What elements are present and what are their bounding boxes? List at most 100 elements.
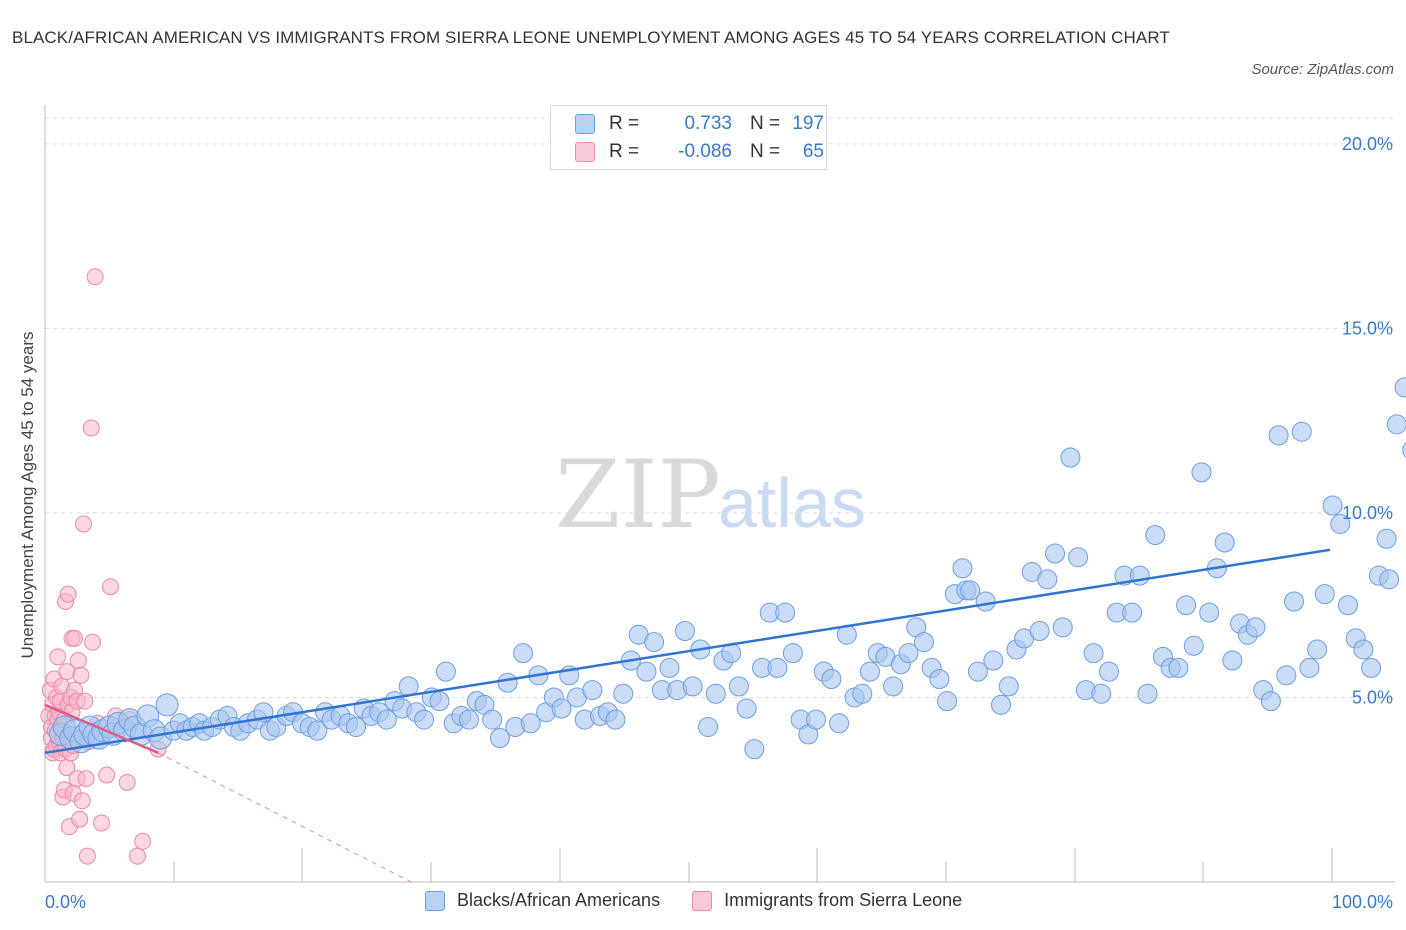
- black-african-american-point: [307, 720, 328, 741]
- black-african-american-point: [1098, 661, 1119, 682]
- black-african-american-point: [459, 709, 480, 730]
- y-tick-label: 20.0%: [1342, 134, 1393, 154]
- black-african-american-point: [435, 661, 456, 682]
- black-african-american-point: [782, 643, 803, 664]
- black-african-american-point: [998, 676, 1019, 697]
- watermark: ZIP atlas: [555, 441, 866, 550]
- black-african-american-point: [682, 676, 703, 697]
- y-axis-title: Unemployment Among Ages 45 to 54 years: [18, 332, 37, 659]
- sierra-leone-point: [102, 578, 120, 596]
- black-african-american-point: [551, 698, 572, 719]
- black-african-american-point: [1137, 683, 1158, 704]
- black-african-american-point: [659, 657, 680, 678]
- black-african-american-point: [155, 693, 179, 717]
- black-african-american-point: [952, 558, 973, 579]
- black-african-american-point: [513, 643, 534, 664]
- black-african-american-point: [775, 602, 796, 623]
- black-african-american-point: [1402, 442, 1406, 458]
- black-african-american-point: [376, 709, 397, 730]
- black-african-american-point: [674, 621, 695, 642]
- black-african-american-point: [705, 683, 726, 704]
- sierra-leone-point: [75, 515, 93, 533]
- black-african-american-point: [1045, 543, 1066, 564]
- black-african-american-point: [345, 716, 366, 737]
- series-label-sierra-leone: Immigrants from Sierra Leone: [724, 890, 963, 910]
- black-african-american-point: [898, 643, 919, 664]
- black-african-american-point: [1168, 657, 1189, 678]
- y-tick-label: 15.0%: [1342, 318, 1393, 338]
- source-label: Source: ZipAtlas.com: [1251, 61, 1394, 78]
- black-african-american-point: [482, 709, 503, 730]
- series-label-blacks: Blacks/African Americans: [457, 890, 661, 910]
- sierra-leone-point: [66, 629, 84, 647]
- legend-row-blacks: R = 0.733 N = 197: [575, 112, 824, 136]
- sierra-leone-trend-line: [44, 703, 159, 754]
- black-african-american-point: [983, 650, 1004, 671]
- legend-r-value: -0.086: [678, 141, 732, 162]
- black-african-american-point: [1199, 602, 1220, 623]
- black-african-american-point: [1245, 617, 1266, 638]
- black-african-american-point: [613, 683, 634, 704]
- black-african-american-point: [1037, 569, 1058, 590]
- black-african-american-point: [1214, 532, 1235, 553]
- black-african-american-point: [605, 709, 626, 730]
- black-african-american-point: [967, 661, 988, 682]
- black-african-american-point: [1314, 584, 1335, 605]
- y-tick-label: 10.0%: [1342, 503, 1393, 523]
- black-african-american-point: [1260, 691, 1281, 712]
- black-african-american-point: [1091, 683, 1112, 704]
- legend-swatch-pink: [575, 142, 595, 162]
- black-african-american-point: [1361, 657, 1382, 678]
- black-african-american-point: [975, 591, 996, 612]
- black-african-american-point: [1068, 547, 1089, 568]
- black-african-american-point: [991, 694, 1012, 715]
- black-african-american-point: [1386, 414, 1406, 435]
- black-african-american-point: [1337, 595, 1358, 616]
- legend-row-sierra-leone: R = -0.086 N = 65: [575, 140, 824, 164]
- sierra-leone-trend-extension: [157, 752, 412, 883]
- black-african-american-point: [1379, 569, 1400, 590]
- legend-n-value: 197: [792, 113, 824, 134]
- legend-swatch-blue: [575, 114, 595, 134]
- black-african-american-point: [728, 676, 749, 697]
- black-african-american-point: [821, 669, 842, 690]
- series-swatch-pink: [692, 890, 713, 911]
- black-african-american-point: [960, 580, 981, 601]
- axis-labels: 5.0% 10.0% 15.0% 20.0% 0.0% 100.0% Unemploymen…: [18, 134, 1393, 912]
- legend-r-label: R =: [609, 113, 640, 134]
- black-african-american-point: [414, 709, 435, 730]
- series-legend-sierra-leone: Immigrants from Sierra Leone: [692, 890, 962, 911]
- sierra-leone-point: [84, 633, 102, 651]
- chart-title: BLACK/AFRICAN AMERICAN VS IMMIGRANTS FRO…: [12, 28, 1170, 47]
- sierra-leone-point: [76, 692, 94, 710]
- black-african-american-point: [1060, 447, 1081, 468]
- black-african-american-point: [1307, 639, 1328, 660]
- sierra-leone-point: [86, 268, 104, 286]
- black-african-american-point: [859, 661, 880, 682]
- black-african-american-point: [1183, 635, 1204, 656]
- black-african-american-point: [937, 691, 958, 712]
- black-african-american-point: [1176, 595, 1197, 616]
- black-african-american-point: [636, 661, 657, 682]
- sierra-leone-point: [49, 648, 67, 666]
- series-swatch-blue: [425, 890, 445, 911]
- correlation-legend: R = 0.733 N = 197 R = -0.086 N = 65: [550, 105, 827, 170]
- sierra-leone-point: [59, 585, 77, 603]
- series-legend-blacks: Blacks/African Americans: [425, 890, 660, 911]
- black-african-american-point: [913, 632, 934, 653]
- sierra-leone-point: [118, 773, 136, 791]
- sierra-leone-point: [129, 847, 147, 865]
- trend-lines: [44, 548, 1331, 883]
- black-african-american-point: [1268, 425, 1289, 446]
- blacks-trend-line: [44, 548, 1331, 755]
- sierra-leone-point: [93, 814, 111, 832]
- black-african-american-points: [48, 377, 1406, 760]
- series-legend: Blacks/African Americans Immigrants from…: [425, 890, 994, 911]
- watermark-zip: ZIP: [555, 441, 721, 550]
- sierra-leone-point: [71, 810, 89, 828]
- legend-n-value: 65: [802, 141, 824, 162]
- watermark-atlas: atlas: [718, 464, 866, 542]
- black-african-american-point: [929, 669, 950, 690]
- black-african-american-point: [1394, 377, 1406, 398]
- black-african-american-point: [489, 728, 510, 749]
